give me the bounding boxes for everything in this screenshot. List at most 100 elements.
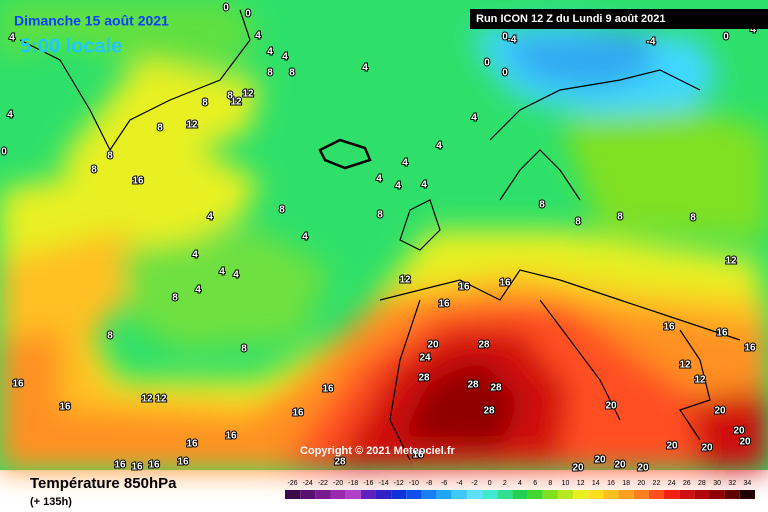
contour-label: 4: [255, 31, 261, 42]
contour-label: 4: [267, 47, 273, 58]
colorbar-cell: [588, 490, 604, 499]
colorbar-cell: [618, 490, 634, 499]
colorbar-label: 10: [562, 480, 570, 487]
colorbar-label: 34: [744, 480, 752, 487]
contour-label: 16: [412, 450, 424, 461]
contour-label: 16: [716, 328, 728, 339]
colorbar-label: -26: [288, 480, 298, 487]
contour-label: 4: [362, 63, 368, 74]
colorbar-label: 30: [713, 480, 721, 487]
colorbar-cell: [664, 490, 680, 499]
contour-label: 28: [478, 340, 490, 351]
footer-title: Température 850hPa: [30, 475, 177, 492]
contour-label: 8: [107, 151, 113, 162]
colorbar-cell: [451, 490, 467, 499]
colorbar-label: -14: [378, 480, 388, 487]
colorbar-cell: [375, 490, 392, 499]
contour-label: 4: [302, 232, 308, 243]
contour-label: 16: [148, 460, 160, 471]
contour-label: 16: [292, 408, 304, 419]
contour-label: 20: [637, 463, 649, 474]
colorbar-label: 8: [548, 480, 552, 487]
contour-label: 0: [223, 3, 229, 14]
colorbar-label: 24: [668, 480, 676, 487]
contour-label: 8: [267, 68, 273, 79]
contour-label: 12: [141, 394, 153, 405]
contour-label: 28: [334, 457, 346, 468]
contour-label: 16: [186, 439, 198, 450]
contour-label: 4: [195, 285, 201, 296]
contour-label: 12: [230, 97, 242, 108]
contour-label: 12: [186, 120, 198, 131]
contour-label: 16: [59, 402, 71, 413]
contour-label: 12: [725, 256, 737, 267]
contour-label: 12: [155, 394, 167, 405]
colorbar-cell: [436, 490, 452, 499]
colorbar-label: 2: [503, 480, 507, 487]
contour-label: 4: [750, 25, 756, 36]
colorbar-cell: [466, 490, 483, 499]
contour-label: 8: [690, 213, 696, 224]
colorbar-label: -24: [303, 480, 313, 487]
colorbar-label: 12: [577, 480, 585, 487]
run-box: [470, 9, 768, 29]
colorbar-label: -6: [441, 480, 447, 487]
contour-label: 16: [225, 431, 237, 442]
contour-label: 16: [438, 299, 450, 310]
colorbar-label: -12: [394, 480, 404, 487]
contour-label: 20: [614, 460, 626, 471]
contour-label: 16: [12, 379, 24, 390]
colorbar-cell: [739, 490, 755, 499]
contour-label: 8: [227, 91, 233, 102]
contour-label: 12: [242, 89, 254, 100]
contour-label: 24: [419, 353, 431, 364]
colorbar-label: -8: [426, 480, 432, 487]
contour-label: 0: [484, 58, 490, 69]
contour-label: 4: [376, 174, 382, 185]
contour-label: 8: [575, 217, 581, 228]
colorbar-label: 20: [637, 480, 645, 487]
contour-label: 16: [114, 460, 126, 471]
colorbar-label: -2: [471, 480, 477, 487]
contour-label: 28: [483, 406, 495, 417]
contour-label: 4: [402, 158, 408, 169]
contour-label: 4: [192, 250, 198, 261]
contour-label: 20: [572, 463, 584, 474]
contour-label: 4: [7, 110, 13, 121]
contour-label: 12: [694, 375, 706, 386]
contour-label: -4: [647, 37, 656, 48]
contour-label: -4: [508, 35, 517, 46]
colorbar-cell: [709, 490, 725, 499]
contour-label: 20: [739, 437, 751, 448]
colorbar-cell: [557, 490, 574, 499]
colorbar-cell: [542, 490, 558, 499]
contour-label: 12: [399, 275, 411, 286]
contour-label: 4: [219, 267, 225, 278]
contour-label: 20: [666, 441, 678, 452]
contour-label: 0: [245, 9, 251, 20]
time-label: 5:00 locale: [20, 35, 122, 57]
colorbar-cell: [482, 490, 498, 499]
contour-label: 28: [467, 380, 479, 391]
colorbar-cell: [603, 490, 619, 499]
contour-label: 4: [9, 33, 15, 44]
colorbar-cell: [315, 490, 331, 499]
colorbar-label: -20: [333, 480, 343, 487]
contour-label: 0: [723, 32, 729, 43]
colorbar-cell: [391, 490, 407, 499]
contour-label: 8: [377, 210, 383, 221]
contour-label: 16: [499, 278, 511, 289]
contour-label: 16: [131, 462, 143, 473]
colorbar-cell: [330, 490, 346, 499]
contour-label: 8: [157, 123, 163, 134]
contour-label: 8: [172, 293, 178, 304]
contour-label: 8: [539, 200, 545, 211]
contour-label: 16: [458, 282, 470, 293]
colorbar-label: 16: [607, 480, 615, 487]
colorbar-cell: [345, 490, 361, 499]
contour-label: 20: [701, 443, 713, 454]
contour-label: 0: [502, 32, 508, 43]
colorbar-label: 14: [592, 480, 600, 487]
contour-label: 4: [436, 141, 442, 152]
